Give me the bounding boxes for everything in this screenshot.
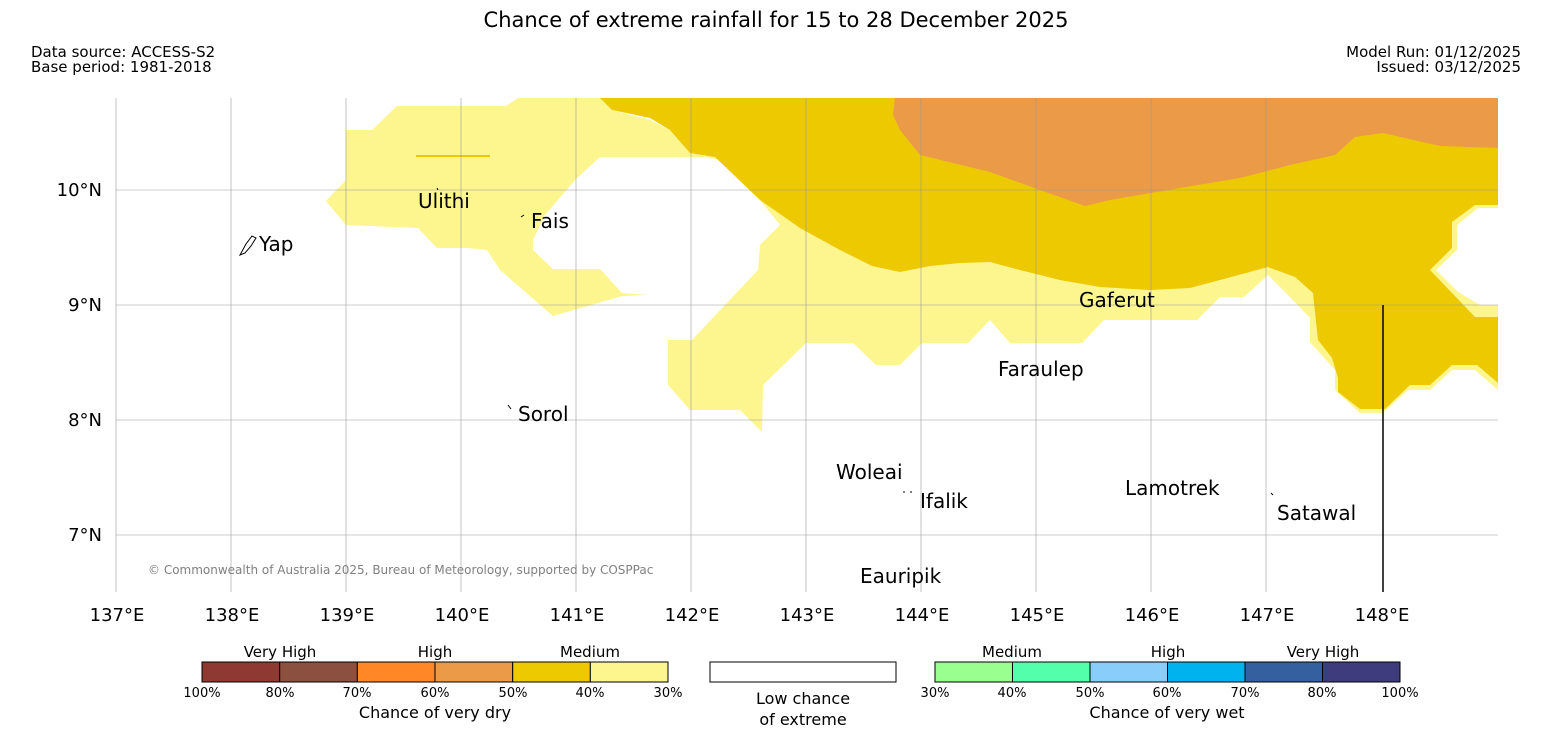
lon-tick-label: 143°E [780,605,835,626]
legend-wet-swatch [934,661,1013,683]
base-period: Base period: 1981-2018 [31,58,212,76]
legend-low-line1: Low chance [756,689,850,708]
lon-tick-label: 142°E [665,605,720,626]
legend-low-swatch [709,661,897,683]
legend-wet-tick: 80% [1308,686,1337,701]
metadata-right: Model Run: 01/12/2025 Issued: 03/12/2025 [1346,45,1521,75]
legend-dry-tick: 40% [576,686,605,701]
legend-wet-tick: 60% [1153,686,1182,701]
longitude-axis: 137°E 138°E 139°E 140°E 141°E 142°E 143°… [90,605,1410,626]
chart-title: Chance of extreme rainfall for 15 to 28 … [483,8,1069,32]
legend-wet-group-label: Very High [1287,643,1360,661]
model-run: Model Run: 01/12/2025 [1346,43,1521,61]
region-dry-30-40-west [300,98,705,316]
lat-tick-label: 7°N [68,525,102,546]
metadata-left: Data source: ACCESS-S2 Base period: 1981… [31,45,215,75]
lon-tick-label: 140°E [435,605,490,626]
legend-dry-tick: 80% [266,686,295,701]
legend-low-line2: of extreme [759,710,846,729]
legend-wet-swatch [1322,661,1401,683]
place-labels: Yap Ulithi Fais Sorol Gaferut Faraulep W… [258,189,1356,588]
legend-dry-group-label: High [418,643,452,661]
region-dry-50-60 [893,98,1498,206]
legend-dry-swatch [356,661,436,683]
legend-wet-tick: 40% [998,686,1027,701]
legend-wet: Medium High Very High 30% 40% 50% 60% 70… [921,643,1419,722]
legend-dry: Very High High Medium 100% 80% 70% 60% 5… [183,643,682,722]
legend-wet-group-label: High [1151,643,1185,661]
legend-dry-swatch [201,661,281,683]
lon-tick-label: 148°E [1355,605,1410,626]
label-lamotrek: Lamotrek [1125,476,1220,500]
legend-low: Low chance of extreme [709,661,897,729]
lat-tick-label: 9°N [68,295,102,316]
lon-tick-label: 141°E [550,605,605,626]
label-satawal: Satawal [1277,501,1356,525]
latitude-axis: 10°N 9°N 8°N 7°N [57,180,102,546]
issued-date: Issued: 03/12/2025 [1376,58,1521,76]
legend-wet-swatch [1167,661,1246,683]
legend-wet-swatch [1244,661,1323,683]
data-source: Data source: ACCESS-S2 [31,43,216,61]
label-fais: Fais [531,209,569,233]
legend-dry-group-label: Medium [560,643,620,661]
legend-wet-tick: 70% [1231,686,1260,701]
legend-dry-swatch [279,661,358,683]
lon-tick-label: 145°E [1010,605,1065,626]
legend-dry-tick: 100% [183,686,220,701]
island-markers [238,187,1274,496]
legend-wet-swatch [1089,661,1168,683]
legend-dry-tick: 70% [343,686,372,701]
label-yap: Yap [258,232,293,256]
lon-tick-label: 138°E [205,605,260,626]
legend-wet-tick: 30% [921,686,950,701]
legend-wet-swatch [1012,661,1091,683]
yap-island-outline [238,235,257,256]
lon-tick-label: 139°E [320,605,375,626]
lon-tick-label: 147°E [1240,605,1295,626]
legend-dry-swatch [589,661,669,683]
label-ifalik: Ifalik [920,489,968,513]
legend-wet-caption: Chance of very wet [1089,703,1244,722]
region-low-east [1436,208,1498,305]
region-dry-strip [416,155,490,157]
legend-dry-caption: Chance of very dry [359,703,511,722]
legend-dry-tick: 60% [421,686,450,701]
lon-tick-label: 144°E [895,605,950,626]
lat-tick-label: 8°N [68,410,102,431]
region-dry-40-50 [600,98,1498,409]
gridlines [115,98,1498,592]
legend-dry-group-label: Very High [244,643,317,661]
legend-wet-tick: 50% [1076,686,1105,701]
label-ulithi: Ulithi [418,189,470,213]
label-eauripik: Eauripik [860,564,942,588]
copyright-notice: © Commonwealth of Australia 2025, Bureau… [148,563,653,577]
label-woleai: Woleai [836,460,903,484]
legend-dry-swatch [512,661,591,683]
legend-wet-group-label: Medium [982,643,1042,661]
label-gaferut: Gaferut [1079,288,1155,312]
lat-tick-label: 10°N [57,180,102,201]
legend-dry-tick: 50% [499,686,528,701]
legend-wet-tick: 100% [1381,686,1418,701]
label-faraulep: Faraulep [998,357,1084,381]
lon-tick-label: 137°E [90,605,145,626]
rainfall-map[interactable] [300,98,1498,432]
legend-dry-swatch [434,661,514,683]
legend-dry-tick: 30% [654,686,683,701]
label-sorol: Sorol [518,402,569,426]
lon-tick-label: 146°E [1125,605,1180,626]
